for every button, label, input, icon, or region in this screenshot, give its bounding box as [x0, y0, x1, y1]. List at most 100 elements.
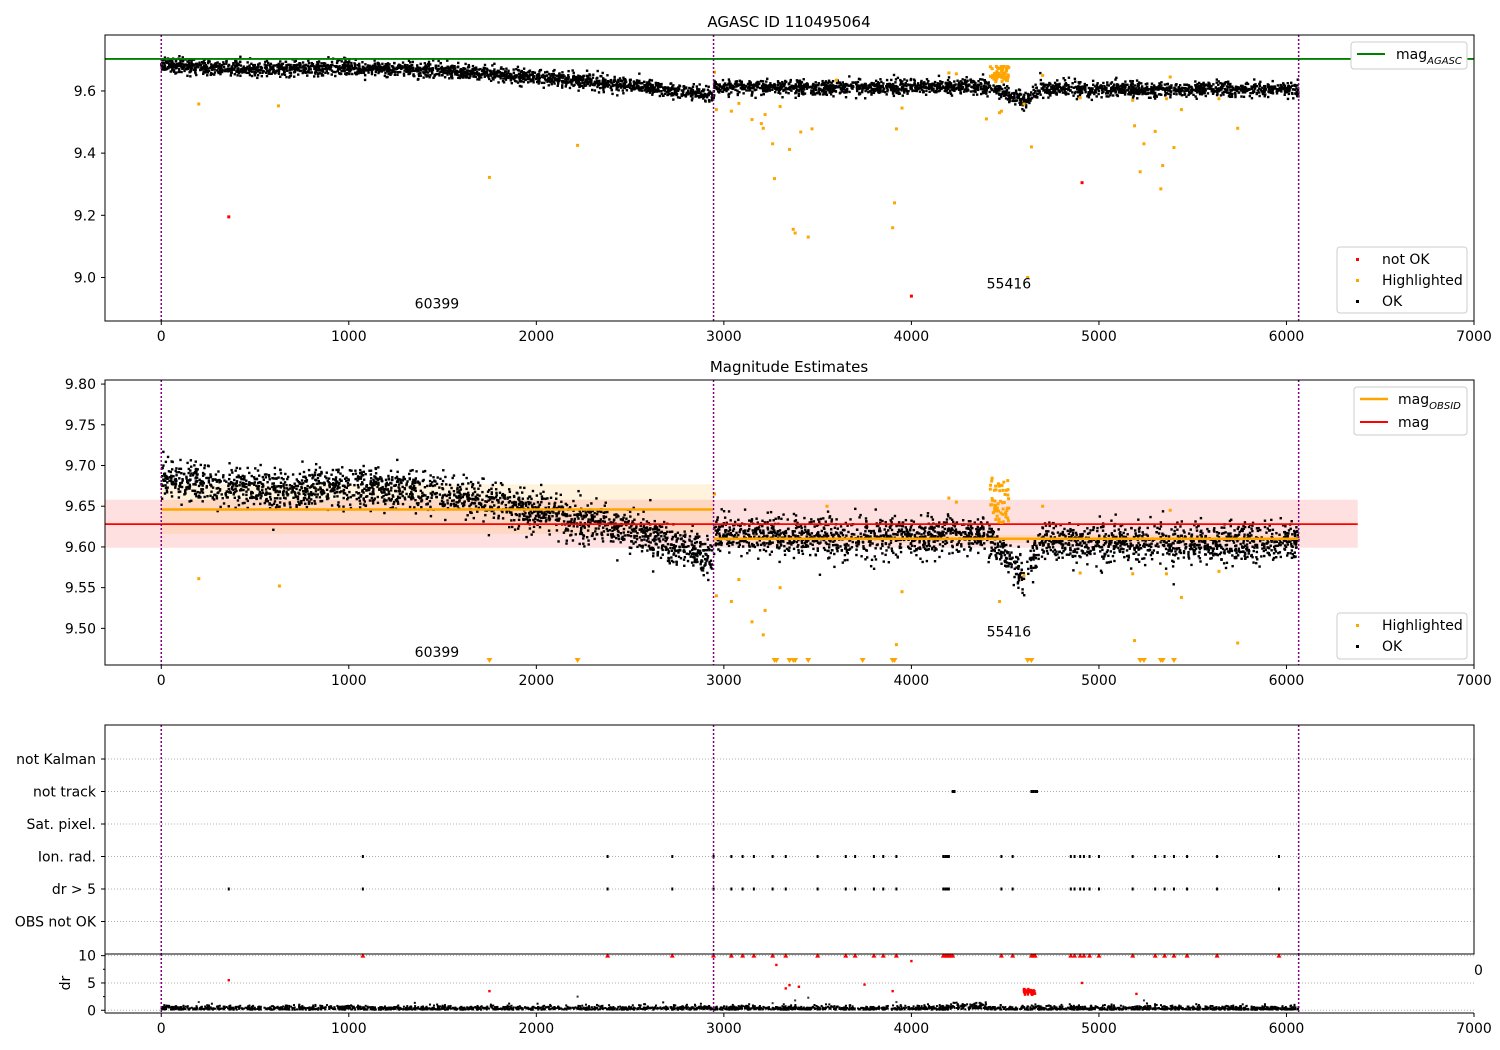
ok-point — [1014, 99, 1017, 103]
ok-point — [574, 77, 578, 81]
ok-point — [894, 85, 898, 88]
ok-point — [660, 92, 663, 96]
ok-point — [832, 95, 835, 98]
ok-point — [715, 88, 719, 91]
ok-point — [313, 499, 316, 503]
ok-point — [776, 84, 779, 87]
ok-point — [618, 77, 622, 80]
ok-point — [1222, 93, 1225, 96]
highlighted-point — [1168, 75, 1172, 79]
ok-point — [1135, 79, 1139, 82]
ok-point — [897, 91, 900, 95]
ok-point — [793, 530, 796, 533]
ok-point — [1107, 95, 1110, 98]
ok-point — [685, 552, 689, 555]
ok-point — [250, 492, 253, 495]
ok-point — [429, 73, 432, 77]
ok-point — [1140, 82, 1143, 85]
ok-point — [385, 63, 388, 66]
ok-point — [613, 78, 616, 81]
ok-point — [468, 76, 471, 80]
ok-point — [744, 86, 747, 89]
ok-point — [529, 80, 532, 83]
ok-point — [1083, 86, 1087, 89]
ok-point — [713, 79, 716, 83]
ok-point — [1067, 85, 1071, 89]
ok-point — [1102, 81, 1105, 85]
ok-point — [387, 68, 391, 71]
ok-point — [1248, 88, 1251, 91]
ok-point — [988, 90, 991, 94]
ok-point — [999, 95, 1003, 99]
ok-point — [334, 74, 337, 78]
ok-point — [1071, 91, 1074, 94]
ok-point — [722, 88, 726, 91]
ok-point — [453, 64, 456, 68]
ok-point — [1087, 91, 1091, 95]
ok-point — [293, 66, 296, 69]
ok-point — [260, 74, 264, 78]
ok-point — [377, 483, 380, 487]
ok-point — [964, 83, 968, 87]
ok-point — [1143, 89, 1147, 93]
ok-point — [163, 66, 167, 69]
ok-point — [518, 75, 521, 79]
ok-point — [1042, 96, 1045, 100]
ok-point — [372, 65, 376, 68]
ok-point — [694, 95, 697, 98]
ok-point — [399, 65, 402, 68]
ok-point — [919, 514, 923, 517]
ok-point — [628, 86, 632, 90]
ok-point — [1000, 87, 1004, 91]
ok-point — [792, 85, 796, 88]
ok-point — [589, 82, 593, 86]
ok-point — [798, 88, 801, 92]
ok-point — [727, 530, 730, 533]
ok-point — [1292, 97, 1295, 100]
ok-point — [1248, 541, 1252, 544]
ok-point — [716, 90, 720, 93]
ok-point — [765, 87, 768, 90]
ok-point — [538, 80, 541, 83]
ok-point — [497, 69, 500, 73]
ok-point — [1269, 86, 1272, 89]
ok-point — [698, 88, 701, 91]
highlighted-point — [1029, 145, 1033, 149]
ok-point — [215, 69, 219, 72]
ok-point — [397, 66, 400, 70]
ok-point — [642, 510, 645, 513]
ok-point — [1225, 80, 1228, 84]
ok-point — [1122, 535, 1125, 538]
ok-point — [281, 73, 284, 76]
ok-point — [982, 527, 985, 531]
ok-point — [972, 90, 975, 93]
ok-point — [940, 86, 944, 90]
ok-point — [969, 78, 972, 81]
ok-point — [888, 82, 892, 86]
ok-point — [498, 491, 502, 494]
ok-point — [417, 72, 421, 76]
ok-point — [961, 86, 965, 89]
ok-point — [764, 90, 768, 93]
ok-point — [237, 71, 241, 75]
ok-point — [605, 81, 609, 84]
ok-point — [701, 88, 705, 91]
ok-point — [994, 86, 997, 89]
ok-point — [589, 511, 593, 514]
ok-point — [1112, 84, 1115, 88]
ok-point — [928, 87, 931, 91]
ok-point — [569, 78, 572, 81]
ok-point — [610, 88, 613, 92]
ok-point — [265, 67, 268, 70]
ok-point — [870, 81, 873, 85]
ok-point — [1053, 88, 1057, 92]
ok-point — [913, 82, 916, 85]
ok-point — [228, 69, 232, 72]
ok-point — [241, 71, 244, 74]
ok-point — [264, 60, 267, 64]
ok-point — [537, 82, 540, 85]
ok-point — [1267, 90, 1270, 93]
highlighted-point — [1142, 142, 1146, 146]
ok-point — [1197, 81, 1201, 85]
ok-point — [802, 78, 805, 81]
